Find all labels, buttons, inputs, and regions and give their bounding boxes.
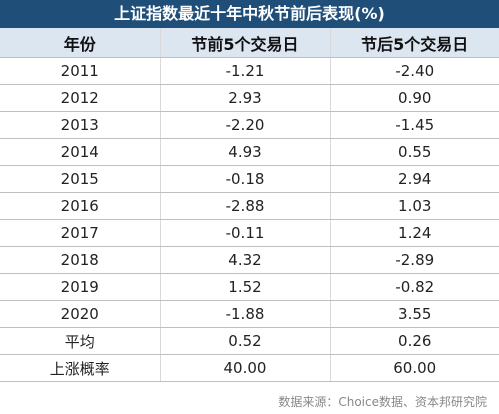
header-row: 年份 节前5个交易日 节后5个交易日 [0, 28, 499, 58]
table-cell: 2012 [0, 84, 160, 112]
table-cell: 2011 [0, 57, 160, 85]
table-title: 上证指数最近十年中秋节前后表现(%) [0, 0, 499, 28]
table-cell: 60.00 [329, 354, 499, 382]
table-row: 2015 -0.18 2.94 [0, 165, 499, 193]
table-cell: 4.93 [159, 138, 330, 166]
table-cell: 0.26 [329, 327, 499, 355]
table-cell: 0.55 [329, 138, 499, 166]
table-cell: -0.11 [159, 219, 330, 247]
table-cell: -2.89 [329, 246, 499, 274]
table-cell: 0.52 [159, 327, 330, 355]
table-row: 2014 4.93 0.55 [0, 138, 499, 166]
table-row: 2018 4.32 -2.89 [0, 246, 499, 274]
table-cell: 2016 [0, 192, 160, 220]
table-row: 2019 1.52 -0.82 [0, 273, 499, 301]
source-note: 数据来源：Choice数据、资本邦研究院 [278, 395, 487, 409]
table-cell: 上涨概率 [0, 354, 160, 382]
header-cell: 年份 [0, 28, 160, 58]
table-cell: 2020 [0, 300, 160, 328]
table-row: 平均 0.52 0.26 [0, 327, 499, 355]
table-cell: 4.32 [159, 246, 330, 274]
table-cell: 40.00 [159, 354, 330, 382]
table-row: 2011 -1.21 -2.40 [0, 57, 499, 85]
table-cell: -1.45 [329, 111, 499, 139]
table-cell: 1.24 [329, 219, 499, 247]
table-cell: -2.40 [329, 57, 499, 85]
table-row: 2016 -2.88 1.03 [0, 192, 499, 220]
table-cell: -0.82 [329, 273, 499, 301]
table-cell: 2018 [0, 246, 160, 274]
table-row: 2012 2.93 0.90 [0, 84, 499, 112]
data-table: 年份 节前5个交易日 节后5个交易日 2011 -1.21 -2.40 2012 2.93 0… [0, 28, 499, 382]
table-cell: 0.90 [329, 84, 499, 112]
table-cell: -2.88 [159, 192, 330, 220]
table-row: 上涨概率 40.00 60.00 [0, 354, 499, 382]
table-cell: 平均 [0, 327, 160, 355]
table-cell: 3.55 [329, 300, 499, 328]
table-row: 2017 -0.11 1.24 [0, 219, 499, 247]
table-cell: -2.20 [159, 111, 330, 139]
table-cell: -0.18 [159, 165, 330, 193]
table-cell: 2013 [0, 111, 160, 139]
table-row: 2013 -2.20 -1.45 [0, 111, 499, 139]
table-cell: 1.03 [329, 192, 499, 220]
table-cell: 2017 [0, 219, 160, 247]
header-cell: 节前5个交易日 [159, 28, 330, 58]
table-cell: -1.88 [159, 300, 330, 328]
table-cell: 2.94 [329, 165, 499, 193]
header-cell: 节后5个交易日 [329, 28, 499, 58]
table-row: 2020 -1.88 3.55 [0, 300, 499, 328]
table-cell: 2015 [0, 165, 160, 193]
table-cell: 2019 [0, 273, 160, 301]
table-cell: -1.21 [159, 57, 330, 85]
table-cell: 2014 [0, 138, 160, 166]
table-cell: 2.93 [159, 84, 330, 112]
table-cell: 1.52 [159, 273, 330, 301]
table-body: 2011 -1.21 -2.40 2012 2.93 0.90 2013 -2.20 -1.45… [0, 57, 499, 382]
